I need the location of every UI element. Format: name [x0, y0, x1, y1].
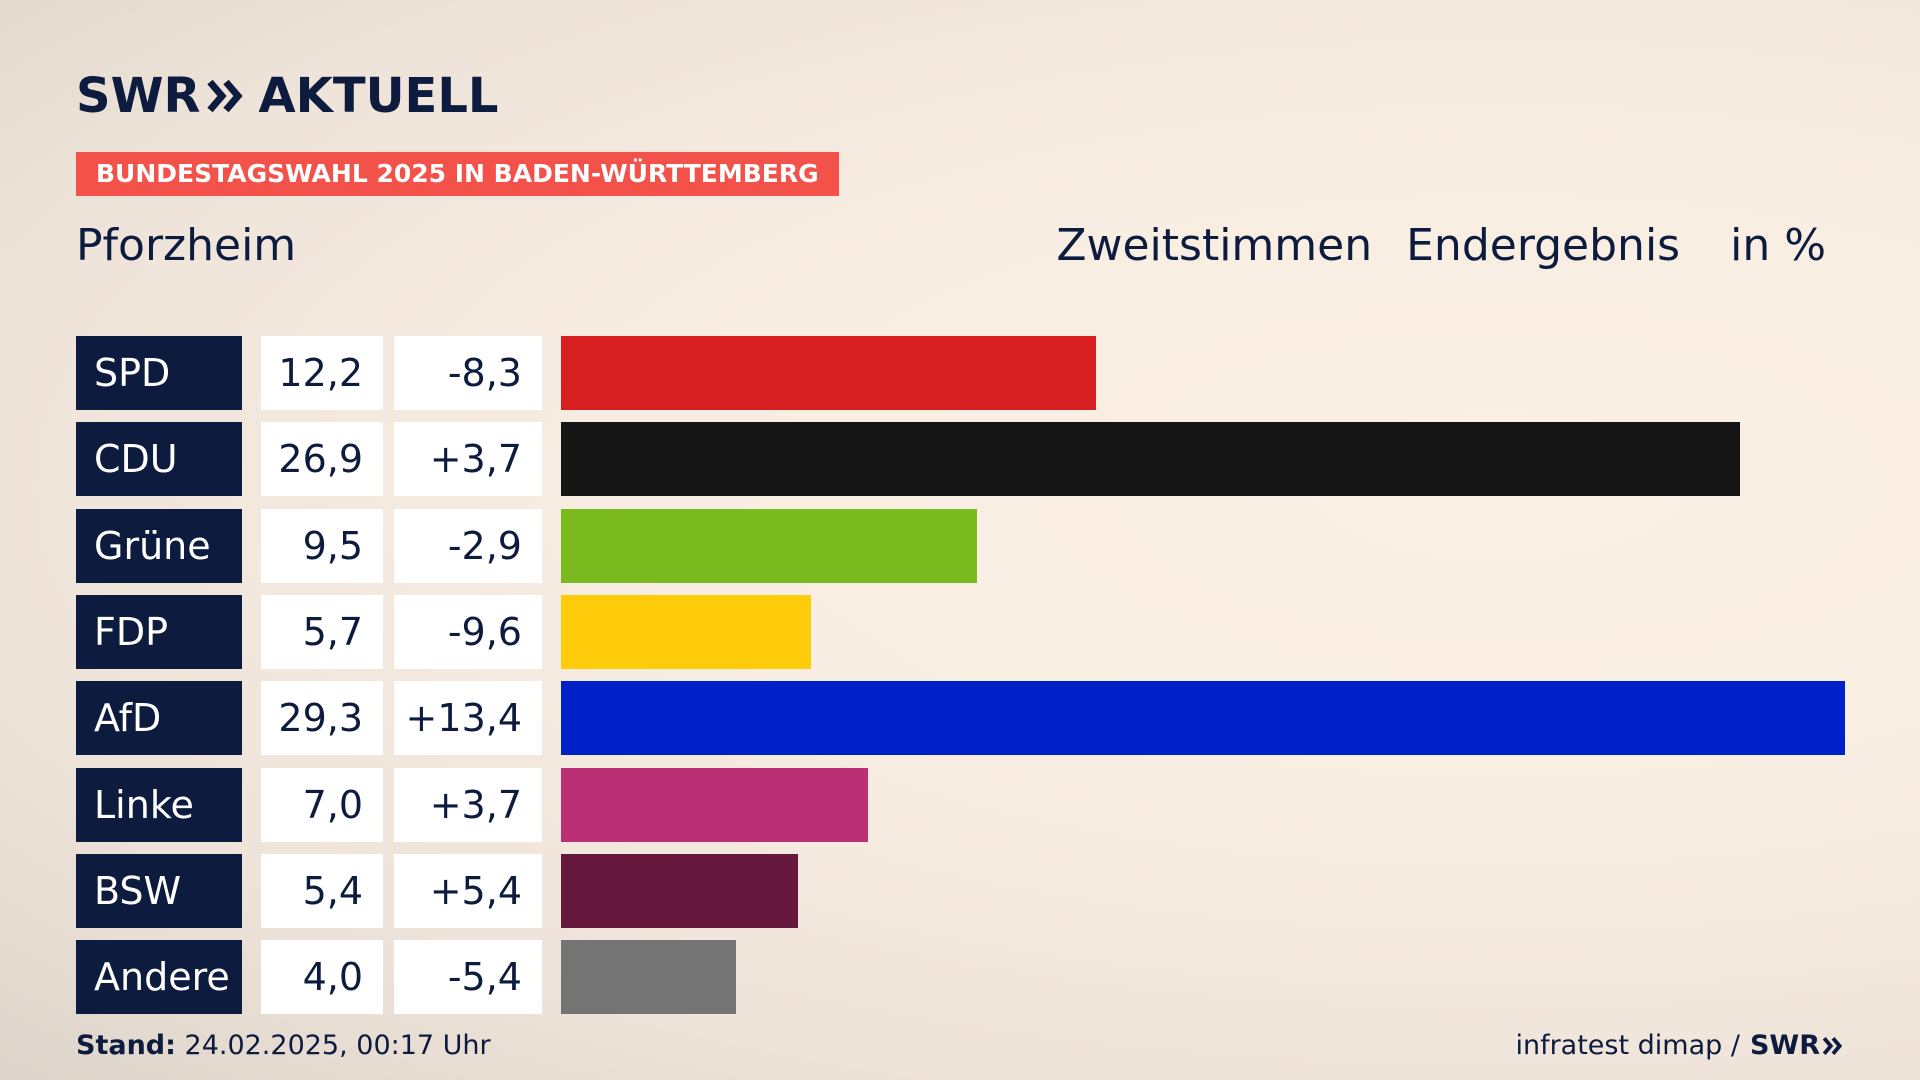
- change-label: +5,4: [394, 853, 542, 928]
- result-bar: [561, 767, 868, 842]
- value-label: 4,0: [261, 940, 383, 1015]
- result-bar: [561, 594, 811, 669]
- election-kicker: BUNDESTAGSWAHL 2025 IN BADEN-WÜRTTEMBERG: [76, 152, 839, 196]
- value-label: 9,5: [261, 508, 383, 583]
- party-label: FDP: [76, 594, 242, 669]
- change-label: +13,4: [394, 681, 542, 756]
- value-label: 7,0: [261, 767, 383, 842]
- timestamp: Stand: 24.02.2025, 00:17 Uhr: [76, 1030, 491, 1061]
- result-row: CDU 26,9 +3,7: [76, 422, 1846, 497]
- result-bar: [561, 681, 1845, 756]
- swr-aktuell-logo: SWR AKTUELL: [76, 68, 499, 124]
- result-bar: [561, 940, 737, 1015]
- result-row: SPD 12,2 -8,3: [76, 336, 1846, 410]
- result-row: Linke 7,0 +3,7: [76, 767, 1846, 842]
- result-row: BSW 5,4 +5,4: [76, 853, 1846, 928]
- double-chevron-icon: [1822, 1036, 1843, 1055]
- party-label: SPD: [76, 336, 242, 410]
- source-credit: infratest dimap / SWR: [1515, 1030, 1844, 1061]
- value-label: 26,9: [261, 422, 383, 497]
- source-brand: SWR: [1750, 1030, 1844, 1061]
- result-bar: [561, 853, 798, 928]
- party-label: Andere: [76, 940, 242, 1015]
- result-bar: [561, 422, 1740, 497]
- change-label: -5,4: [394, 940, 542, 1015]
- result-bar: [561, 508, 978, 583]
- chart-header: Zweitstimmen Endergebnis in %: [1056, 220, 1826, 271]
- result-bar: [561, 336, 1096, 410]
- brand-swr: SWR: [76, 68, 201, 124]
- party-label: Grüne: [76, 508, 242, 583]
- party-label: CDU: [76, 422, 242, 497]
- vote-type-label: Zweitstimmen: [1056, 220, 1373, 271]
- value-label: 5,7: [261, 594, 383, 669]
- change-label: +3,7: [394, 422, 542, 497]
- change-label: -8,3: [394, 336, 542, 410]
- result-row: FDP 5,7 -9,6: [76, 594, 1846, 669]
- change-label: +3,7: [394, 767, 542, 842]
- result-row: Andere 4,0 -5,4: [76, 940, 1846, 1015]
- party-label: BSW: [76, 853, 242, 928]
- value-label: 12,2: [261, 336, 383, 410]
- result-type-label: Endergebnis: [1406, 220, 1681, 271]
- party-label: AfD: [76, 681, 242, 756]
- double-chevron-icon: [207, 79, 244, 113]
- source-brand-text: SWR: [1749, 1030, 1820, 1061]
- change-label: -2,9: [394, 508, 542, 583]
- stand-value: 24.02.2025, 00:17 Uhr: [184, 1030, 491, 1061]
- value-label: 5,4: [261, 853, 383, 928]
- party-label: Linke: [76, 767, 242, 842]
- stand-label: Stand:: [76, 1030, 176, 1061]
- result-row: AfD 29,3 +13,4: [76, 681, 1846, 756]
- unit-label: in %: [1730, 220, 1826, 271]
- change-label: -9,6: [394, 594, 542, 669]
- region-title: Pforzheim: [76, 220, 297, 271]
- brand-aktuell: AKTUELL: [258, 68, 499, 124]
- source-label: infratest dimap /: [1515, 1030, 1740, 1061]
- value-label: 29,3: [261, 681, 383, 756]
- result-row: Grüne 9,5 -2,9: [76, 508, 1846, 583]
